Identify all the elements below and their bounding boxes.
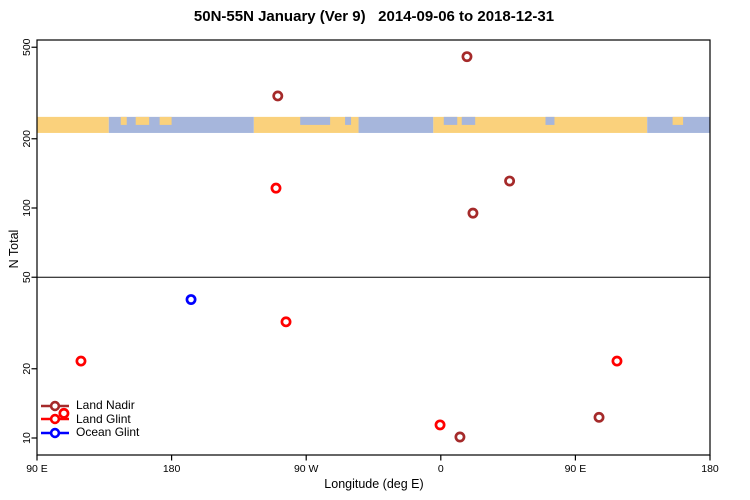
y-tick-label: 20 <box>21 363 33 375</box>
x-tick-label: 90 E <box>565 463 587 475</box>
map-strip-patch <box>461 116 476 125</box>
y-tick-label: 500 <box>21 38 33 56</box>
map-strip-patch <box>345 116 352 125</box>
data-point-land-glint <box>280 316 292 328</box>
data-point-land-glint <box>611 355 623 367</box>
y-axis-label: N Total <box>7 229 21 269</box>
legend-item-ocean-glint: Ocean Glint <box>40 426 139 440</box>
legend-item-land-glint: Land Glint <box>40 411 139 427</box>
land-nadir-symbol-icon <box>41 400 69 411</box>
x-tick-label: 90 E <box>26 463 48 475</box>
map-strip-patch <box>545 116 555 125</box>
ocean-glint-symbol-icon <box>41 427 69 439</box>
land-glint-symbol-icon <box>41 414 69 425</box>
legend: Land Nadir Land Glint Ocean Glint <box>40 399 139 440</box>
x-tick-label: 180 <box>163 463 181 475</box>
legend-label: Land Nadir <box>76 398 135 413</box>
data-point-land-nadir <box>454 431 466 443</box>
y-tick-label: 10 <box>21 432 33 444</box>
map-strip-patch <box>300 116 331 125</box>
data-point-land-nadir <box>461 51 473 63</box>
map-strip-segment <box>433 116 648 133</box>
map-strip-patch <box>159 116 172 125</box>
x-tick-label: 180 <box>701 463 719 475</box>
data-point-land-nadir <box>593 411 605 423</box>
data-point-land-nadir <box>467 207 479 219</box>
map-strip-patch <box>672 116 684 125</box>
map-strip-patch <box>120 116 127 125</box>
x-tick-label: 90 W <box>294 463 319 475</box>
x-axis-label: Longitude (deg E) <box>324 477 424 491</box>
data-point-ocean-glint <box>185 294 197 305</box>
y-tick-label: 50 <box>21 271 33 283</box>
legend-label: Land Glint <box>76 411 131 426</box>
map-strip-segment <box>358 116 434 133</box>
map-strip-segment <box>37 116 109 133</box>
chart-title: 50N-55N January (Ver 9) 2014-09-06 to 20… <box>193 8 555 25</box>
map-strip-segment <box>108 116 254 133</box>
data-point-land-glint <box>58 407 70 419</box>
map-strip-patch <box>135 116 150 125</box>
x-tick-label: 0 <box>438 463 444 475</box>
data-point-land-nadir <box>272 90 284 102</box>
data-point-land-glint <box>434 419 446 431</box>
y-tick-label: 200 <box>21 130 33 148</box>
map-strip-patch <box>443 116 458 125</box>
y-tick-label: 100 <box>21 199 33 217</box>
data-point-land-glint <box>270 182 282 194</box>
data-point-land-nadir <box>504 175 516 187</box>
legend-label: Ocean Glint <box>76 425 140 440</box>
legend-item-land-nadir: Land Nadir <box>40 399 139 413</box>
plot-box <box>36 39 711 456</box>
data-point-land-glint <box>75 355 87 367</box>
